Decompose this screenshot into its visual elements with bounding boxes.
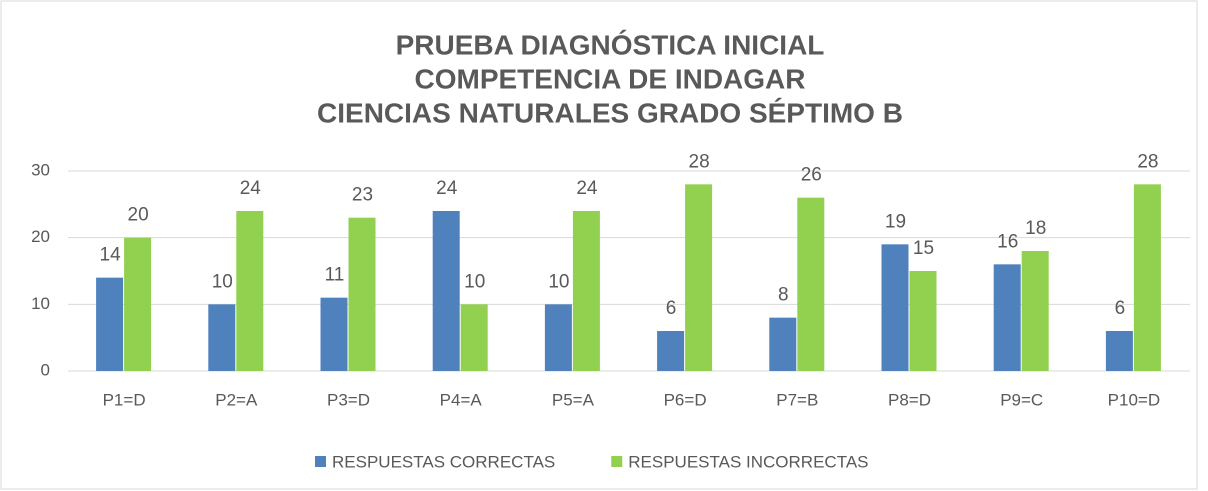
legend-swatch	[611, 456, 623, 467]
bar	[320, 297, 348, 371]
data-label: 6	[1115, 298, 1126, 319]
y-tick-label: 10	[31, 294, 50, 313]
data-label: 8	[778, 285, 789, 306]
data-label: 24	[576, 178, 598, 199]
bar	[1133, 184, 1161, 371]
data-label: 18	[1025, 218, 1046, 239]
bar	[572, 211, 600, 371]
data-label: 11	[325, 265, 345, 286]
chart-title: PRUEBA DIAGNÓSTICA INICIAL	[396, 29, 825, 60]
bar	[1105, 331, 1133, 371]
bar	[544, 304, 572, 371]
data-label: 19	[885, 211, 906, 232]
x-tick-label: P6=D	[664, 390, 707, 409]
x-tick-label: P3=D	[327, 390, 370, 409]
x-tick-label: P7=B	[776, 390, 818, 409]
data-label: 24	[436, 178, 458, 199]
data-label: 20	[128, 205, 149, 226]
y-tick-label: 30	[31, 160, 50, 179]
data-label: 23	[352, 185, 373, 206]
data-label: 16	[997, 231, 1018, 252]
bar	[460, 304, 488, 371]
bar	[96, 277, 124, 371]
data-label: 15	[913, 238, 934, 259]
data-label: 28	[689, 151, 710, 172]
x-tick-label: P5=A	[552, 390, 595, 409]
x-tick-label: P8=D	[888, 390, 931, 409]
bar	[432, 211, 460, 371]
bar	[993, 264, 1021, 371]
chart-title: CIENCIAS NATURALES GRADO SÉPTIMO B	[317, 97, 903, 128]
bar	[685, 184, 713, 371]
bar	[769, 317, 797, 371]
data-label: 28	[1137, 151, 1158, 172]
bar	[797, 197, 825, 371]
y-tick-label: 0	[41, 360, 50, 379]
data-label: 26	[801, 165, 822, 186]
y-tick-label: 20	[31, 227, 50, 246]
data-label: 6	[666, 298, 677, 319]
bar	[124, 237, 152, 371]
x-tick-label: P9=C	[1000, 390, 1043, 409]
legend-label: RESPUESTAS INCORRECTAS	[628, 452, 868, 471]
bar	[657, 331, 685, 371]
bar	[348, 217, 376, 371]
data-label: 10	[548, 271, 569, 292]
bar	[1021, 251, 1049, 371]
bar	[236, 211, 264, 371]
bar	[909, 271, 937, 371]
data-label: 10	[464, 271, 485, 292]
x-tick-label: P2=A	[215, 390, 258, 409]
x-tick-label: P1=D	[103, 390, 146, 409]
bar	[208, 304, 236, 371]
chart-title: COMPETENCIA DE INDAGAR	[415, 63, 806, 94]
x-tick-label: P4=A	[440, 390, 483, 409]
legend-label: RESPUESTAS CORRECTAS	[332, 452, 555, 471]
legend-swatch	[315, 456, 326, 467]
data-label: 14	[100, 245, 122, 266]
x-tick-label: P10=D	[1108, 390, 1160, 409]
data-label: 24	[240, 178, 262, 199]
data-label: 10	[212, 271, 233, 292]
bar	[881, 244, 909, 371]
